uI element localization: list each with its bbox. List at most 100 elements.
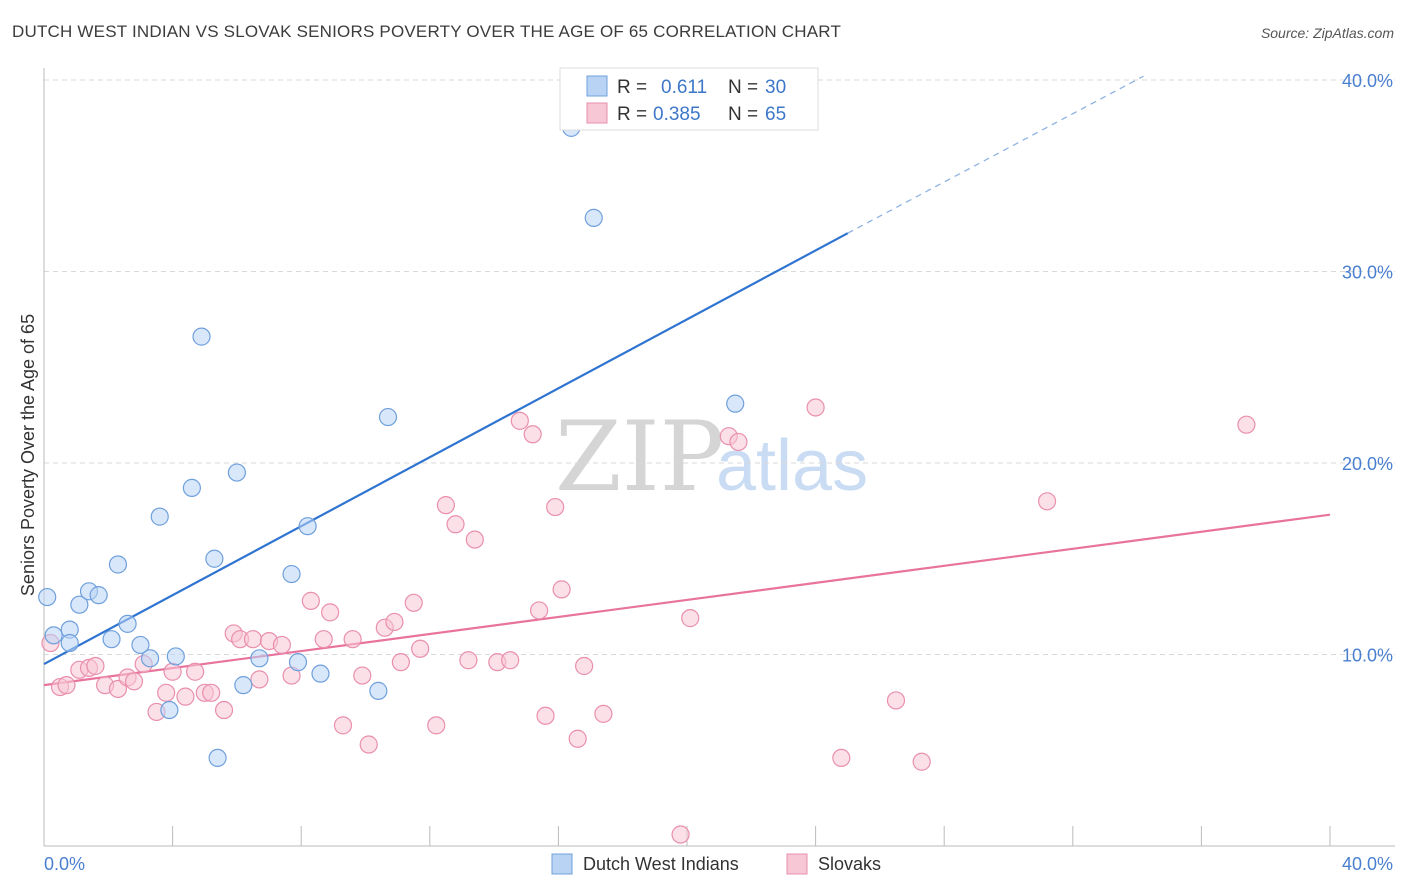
point-dutch-west-indians: [166, 647, 185, 666]
point-slovaks: [510, 411, 529, 430]
axis-layer: 10.0% 20.0% 30.0% 40.0% 0.0% 40.0%: [43, 68, 1395, 874]
point-slovaks: [912, 752, 931, 771]
point-slovaks: [86, 656, 105, 676]
legend-r-label-2: R =: [617, 104, 647, 125]
point-dutch-west-indians: [205, 549, 224, 568]
legend-n-value-2: 65: [765, 104, 786, 125]
point-dutch-west-indians: [160, 700, 179, 720]
point-dutch-west-indians: [227, 463, 246, 482]
point-slovaks: [575, 656, 594, 676]
trend-line-slovaks: [43, 513, 1331, 687]
point-slovaks: [465, 530, 484, 549]
chart-title: DUTCH WEST INDIAN VS SLOVAK SENIORS POVE…: [12, 22, 842, 41]
point-slovaks: [411, 639, 430, 658]
point-slovaks: [124, 672, 144, 691]
legend-r-value-1: 0.611: [661, 77, 707, 98]
point-dutch-west-indians: [70, 595, 89, 614]
bottom-legend: Dutch West Indians Slovaks: [551, 853, 881, 875]
point-slovaks: [214, 700, 234, 720]
point-dutch-west-indians: [131, 635, 150, 655]
point-slovaks: [1237, 415, 1256, 434]
point-slovaks: [568, 729, 587, 748]
bottom-legend-swatch-dutch-west-indians: [551, 853, 573, 875]
point-slovaks: [671, 825, 690, 844]
point-slovaks: [359, 735, 378, 754]
points-layer: [38, 118, 1256, 844]
point-slovaks: [446, 515, 465, 534]
point-dutch-west-indians: [234, 676, 253, 695]
point-slovaks: [530, 601, 549, 620]
y-tick-label: 30.0%: [1342, 263, 1393, 283]
point-slovaks: [272, 635, 292, 655]
point-slovaks: [57, 676, 76, 695]
bottom-legend-label-dutch-west-indians: Dutch West Indians: [583, 854, 739, 874]
bottom-legend-swatch-slovaks: [786, 853, 808, 875]
point-dutch-west-indians: [208, 748, 227, 768]
y-tick-label: 20.0%: [1342, 454, 1393, 474]
point-slovaks: [163, 662, 182, 681]
point-dutch-west-indians: [584, 208, 603, 227]
point-slovaks: [552, 580, 571, 599]
point-slovaks: [391, 653, 410, 672]
chart-source: Source: ZipAtlas.com: [1260, 25, 1394, 41]
watermark-zip: ZIP: [555, 401, 724, 513]
point-slovaks: [404, 593, 423, 612]
point-dutch-west-indians: [282, 564, 301, 584]
legend-swatch-dutch-west-indians: [586, 75, 608, 97]
point-slovaks: [321, 603, 340, 622]
y-axis-label: Seniors Poverty Over the Age of 65: [18, 314, 38, 596]
point-slovaks: [157, 683, 176, 702]
point-slovaks: [314, 630, 333, 649]
point-slovaks: [427, 716, 446, 735]
legend-r-value-2: 0.385: [653, 104, 701, 125]
legend-n-label-1: N =: [728, 77, 758, 98]
point-slovaks: [243, 630, 263, 649]
point-slovaks: [501, 651, 520, 670]
point-slovaks: [343, 630, 362, 649]
point-slovaks: [459, 651, 478, 670]
point-dutch-west-indians: [150, 507, 169, 526]
point-slovaks: [301, 591, 320, 610]
bottom-legend-label-slovaks: Slovaks: [818, 854, 881, 874]
trend-layer: [43, 75, 1331, 687]
x-tick-label-min: 0.0%: [44, 854, 85, 874]
legend-n-label-2: N =: [728, 104, 758, 125]
point-dutch-west-indians: [726, 394, 745, 413]
point-dutch-west-indians: [378, 407, 398, 427]
legend: R = 0.611 N = 30 R = 0.385 N = 65: [559, 67, 819, 131]
point-slovaks: [546, 497, 565, 517]
point-slovaks: [1037, 492, 1057, 511]
point-dutch-west-indians: [250, 649, 269, 668]
point-dutch-west-indians: [108, 555, 128, 574]
point-slovaks: [594, 704, 613, 723]
point-dutch-west-indians: [369, 681, 388, 700]
point-slovaks: [250, 670, 269, 689]
y-tick-label: 40.0%: [1342, 71, 1393, 91]
point-slovaks: [523, 425, 542, 444]
legend-swatch-slovaks: [586, 102, 608, 124]
point-dutch-west-indians: [60, 633, 79, 653]
point-dutch-west-indians: [89, 586, 108, 605]
point-dutch-west-indians: [192, 327, 211, 346]
point-dutch-west-indians: [38, 587, 57, 607]
trend-line-dutch-west-indians-extension: [847, 75, 1144, 234]
point-slovaks: [832, 748, 851, 768]
point-slovaks: [681, 609, 700, 628]
point-dutch-west-indians: [311, 664, 330, 683]
point-dutch-west-indians: [118, 614, 137, 633]
point-slovaks: [806, 398, 825, 417]
grid-layer: [44, 79, 1395, 655]
point-slovaks: [729, 432, 748, 452]
legend-r-label-1: R =: [617, 77, 647, 98]
point-slovaks: [436, 496, 455, 515]
trend-line-dutch-west-indians: [43, 232, 849, 666]
y-tick-label: 10.0%: [1342, 646, 1393, 666]
point-slovaks: [353, 666, 372, 685]
point-slovaks: [186, 662, 205, 681]
point-dutch-west-indians: [288, 653, 308, 672]
point-dutch-west-indians: [182, 478, 201, 497]
legend-n-value-1: 30: [765, 77, 786, 98]
point-dutch-west-indians: [298, 517, 317, 536]
point-dutch-west-indians: [102, 630, 121, 649]
